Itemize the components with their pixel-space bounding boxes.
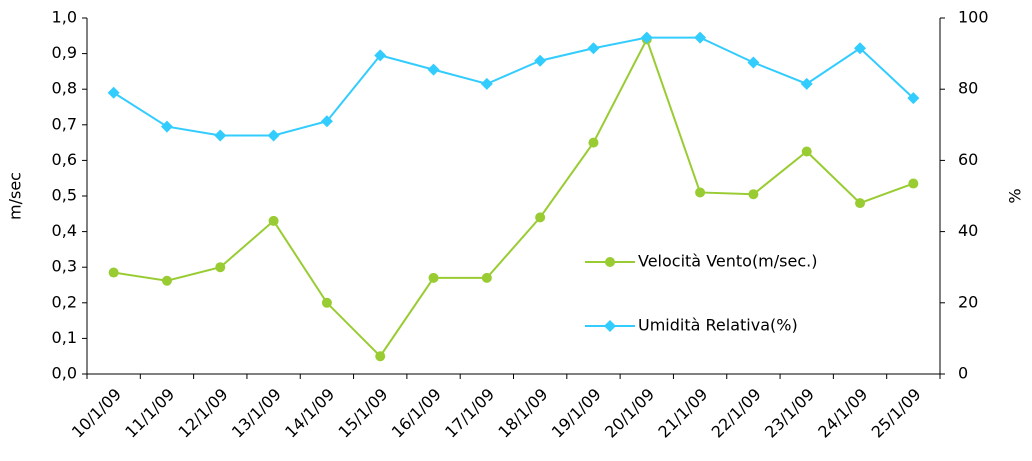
x-tick-label: 24/1/09 — [814, 385, 871, 442]
point — [534, 54, 547, 67]
y-tick-label: 0,2 — [52, 292, 77, 311]
y-tick-label: 0,8 — [52, 79, 77, 98]
point — [427, 63, 440, 76]
point — [587, 42, 600, 55]
x-tick-label: 16/1/09 — [388, 385, 445, 442]
y2-tick-label: 80 — [958, 79, 978, 98]
point — [694, 31, 707, 44]
x-tick-label: 20/1/09 — [601, 385, 658, 442]
y2-tick-label: 20 — [958, 292, 978, 311]
point — [588, 137, 599, 148]
point — [535, 212, 546, 223]
point — [268, 215, 279, 226]
x-tick-label: 11/1/09 — [121, 385, 178, 442]
x-tick-label: 19/1/09 — [548, 385, 605, 442]
point — [908, 178, 919, 189]
x-tick-label: 17/1/09 — [441, 385, 498, 442]
point — [215, 262, 226, 273]
point — [160, 120, 173, 133]
series-line — [113, 36, 915, 137]
point — [907, 92, 920, 105]
point — [320, 115, 333, 128]
point — [161, 275, 172, 286]
series-line — [113, 36, 914, 358]
legend-marker — [604, 320, 616, 332]
y2-tick-label: 100 — [958, 8, 989, 27]
x-tick-label: 14/1/09 — [281, 385, 338, 442]
x-tick-label: 23/1/09 — [761, 385, 818, 442]
y2-tick-label: 0 — [958, 364, 968, 383]
y2-tick-label: 60 — [958, 150, 978, 169]
point — [695, 187, 706, 198]
x-tick-label: 21/1/09 — [654, 385, 711, 442]
point — [214, 129, 227, 142]
x-tick-label: 13/1/09 — [228, 385, 285, 442]
legend-label: Velocità Vento(m/sec.) — [638, 252, 817, 271]
point — [640, 31, 653, 44]
point — [321, 297, 332, 308]
point — [801, 146, 812, 157]
point — [800, 77, 813, 90]
y-tick-label: 0,5 — [52, 186, 77, 205]
point — [854, 42, 867, 55]
legend-label: Umidità Relativa(%) — [638, 316, 798, 335]
y-tick-label: 0,1 — [52, 328, 77, 347]
point — [374, 49, 387, 62]
point — [267, 129, 280, 142]
x-tick-label: 22/1/09 — [708, 385, 765, 442]
x-tick-label: 10/1/09 — [68, 385, 125, 442]
x-tick-label: 12/1/09 — [175, 385, 232, 442]
y-tick-label: 0,9 — [52, 43, 77, 62]
y-tick-label: 0,6 — [52, 150, 77, 169]
point — [481, 272, 492, 283]
x-tick-label: 25/1/09 — [868, 385, 925, 442]
y2-axis-title: % — [1006, 188, 1025, 203]
point — [108, 267, 119, 278]
point — [107, 86, 120, 99]
y-tick-label: 0,4 — [52, 221, 77, 240]
x-tick-label: 18/1/09 — [494, 385, 551, 442]
y2-tick-label: 40 — [958, 221, 978, 240]
y-tick-label: 0,7 — [52, 114, 77, 133]
y-tick-label: 1,0 — [52, 8, 77, 27]
y-tick-label: 0,0 — [52, 364, 77, 383]
x-tick-label: 15/1/09 — [335, 385, 392, 442]
y-axis-title: m/sec — [6, 172, 25, 220]
point — [747, 56, 760, 69]
legend-marker — [605, 257, 615, 267]
point — [855, 198, 866, 209]
point — [428, 272, 439, 283]
y-tick-label: 0,3 — [52, 257, 77, 276]
point — [480, 77, 493, 90]
point — [375, 351, 386, 362]
point — [748, 189, 759, 200]
